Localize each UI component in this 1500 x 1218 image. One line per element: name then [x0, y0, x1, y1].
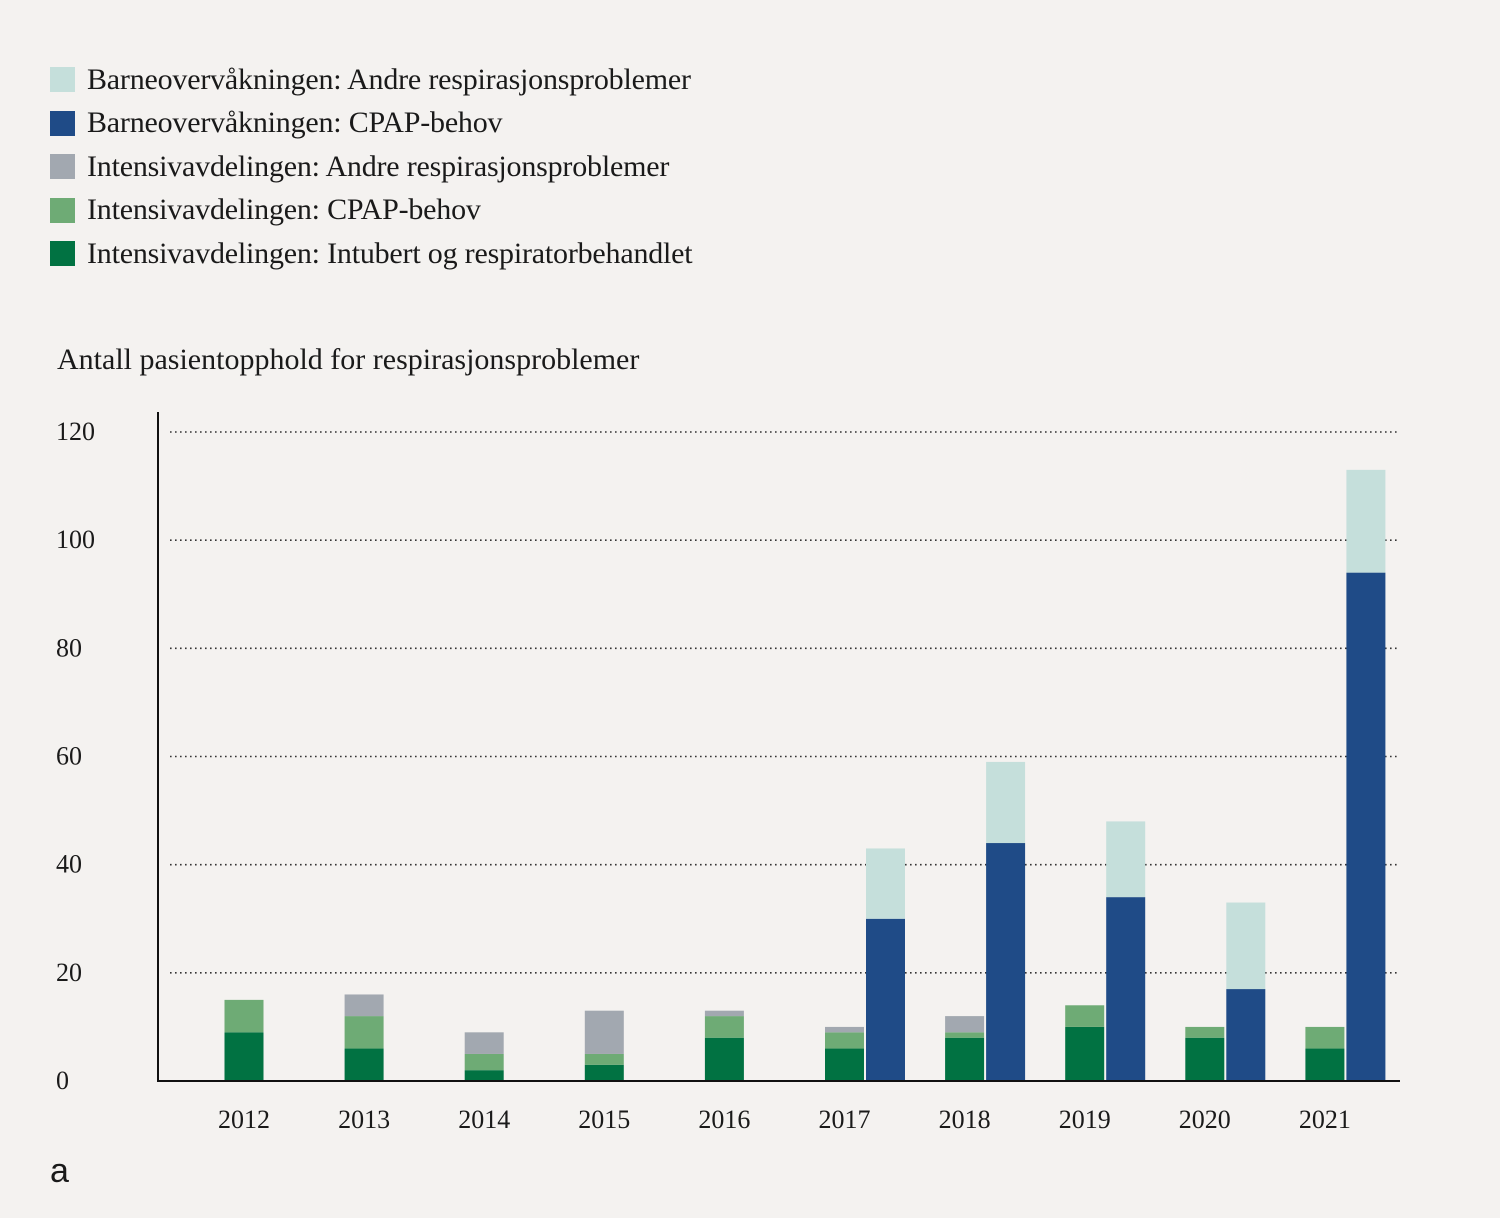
y-axis-title: Antall pasientopphold for respirasjonspr…	[57, 343, 640, 376]
bar-segment	[1106, 821, 1146, 898]
bar-segment	[945, 1032, 985, 1038]
x-tick-label: 2021	[1299, 1105, 1351, 1134]
bar-segment	[986, 843, 1026, 1081]
bar-segment	[1346, 469, 1386, 573]
bar-segment	[344, 1016, 384, 1049]
bar-segment	[1065, 1026, 1105, 1081]
y-tick-label: 120	[56, 417, 95, 446]
y-tick-label: 20	[56, 958, 82, 987]
legend-swatch	[50, 67, 75, 93]
legend-label: Intensivavdelingen: Intubert og respirat…	[87, 236, 693, 270]
bar-segment	[224, 999, 264, 1033]
bar-segment	[1106, 897, 1146, 1081]
bar-segment	[866, 918, 905, 1081]
legend-swatch	[50, 197, 75, 223]
bar-segment	[1346, 572, 1386, 1081]
x-tick-labels: 2012 2013 2014 2015 2016 2017 2018 2019 2020 2021	[218, 1105, 1351, 1134]
legend-item-intensiv-intubert: Intensivavdelingen: Intubert og respirat…	[50, 232, 693, 276]
bar-segment	[584, 1053, 624, 1065]
bar-segment	[1185, 1037, 1225, 1081]
x-tick-label: 2018	[939, 1105, 991, 1134]
bar-segment	[464, 1070, 504, 1081]
y-tick-label: 80	[56, 633, 82, 662]
x-tick-label: 2015	[578, 1105, 630, 1134]
bar-segment	[866, 848, 905, 919]
legend-swatch	[50, 154, 75, 180]
bar-segment	[1305, 1048, 1345, 1081]
legend-swatch	[50, 241, 75, 267]
bars	[224, 469, 1386, 1081]
legend-label: Barneovervåkningen: CPAP-behov	[87, 106, 503, 140]
bar-segment	[704, 1010, 744, 1017]
bar-segment	[825, 1032, 864, 1049]
y-tick-labels: 0 20 40 60 80 100 120	[56, 417, 95, 1095]
bar-segment	[344, 994, 384, 1017]
bar-segment	[464, 1032, 504, 1054]
bar-segment	[584, 1064, 624, 1081]
gridlines	[170, 431, 1400, 974]
bar-segment	[825, 1026, 864, 1033]
x-tick-label: 2017	[819, 1105, 871, 1134]
legend-item-barneovervakningen-andre: Barneovervåkningen: Andre respirasjonspr…	[50, 58, 692, 102]
y-tick-label: 0	[56, 1066, 69, 1095]
axes	[157, 412, 1400, 1082]
y-tick-label: 40	[56, 850, 82, 879]
bar-segment	[464, 1053, 504, 1071]
x-tick-label: 2013	[338, 1105, 390, 1134]
x-tick-label: 2020	[1179, 1105, 1231, 1134]
x-tick-label: 2012	[218, 1105, 270, 1134]
bar-segment	[986, 761, 1026, 844]
legend-label: Intensivavdelingen: CPAP-behov	[87, 193, 481, 227]
bar-segment	[704, 1037, 744, 1081]
legend-item-intensiv-andre: Intensivavdelingen: Andre respirasjonspr…	[50, 145, 692, 189]
legend-label: Barneovervåkningen: Andre respirasjonspr…	[87, 62, 691, 96]
x-tick-label: 2014	[458, 1105, 510, 1134]
bar-segment	[945, 1037, 985, 1081]
bar-segment	[584, 1010, 624, 1054]
bar-segment	[704, 1016, 744, 1038]
bar-segment	[1226, 989, 1266, 1081]
bar-segment	[224, 1032, 264, 1081]
x-tick-label: 2019	[1059, 1105, 1111, 1134]
legend-item-barneovervakningen-cpap: Barneovervåkningen: CPAP-behov	[50, 102, 692, 146]
legend-swatch	[50, 110, 75, 136]
panel-label: a	[50, 1152, 69, 1190]
legend-item-intensiv-cpap: Intensivavdelingen: CPAP-behov	[50, 189, 692, 233]
bar-segment	[1065, 1005, 1105, 1027]
bar-segment	[344, 1048, 384, 1081]
bar-segment	[1226, 902, 1266, 990]
legend: Barneovervåkningen: Andre respirasjonspr…	[50, 58, 693, 276]
bar-segment	[1185, 1026, 1225, 1038]
legend-label: Intensivavdelingen: Andre respirasjonspr…	[87, 149, 670, 183]
bar-segment	[1305, 1026, 1345, 1049]
x-tick-label: 2016	[698, 1105, 750, 1134]
bar-segment	[825, 1048, 864, 1081]
bar-segment	[945, 1016, 985, 1033]
y-tick-label: 100	[56, 525, 95, 554]
y-tick-label: 60	[56, 741, 82, 770]
